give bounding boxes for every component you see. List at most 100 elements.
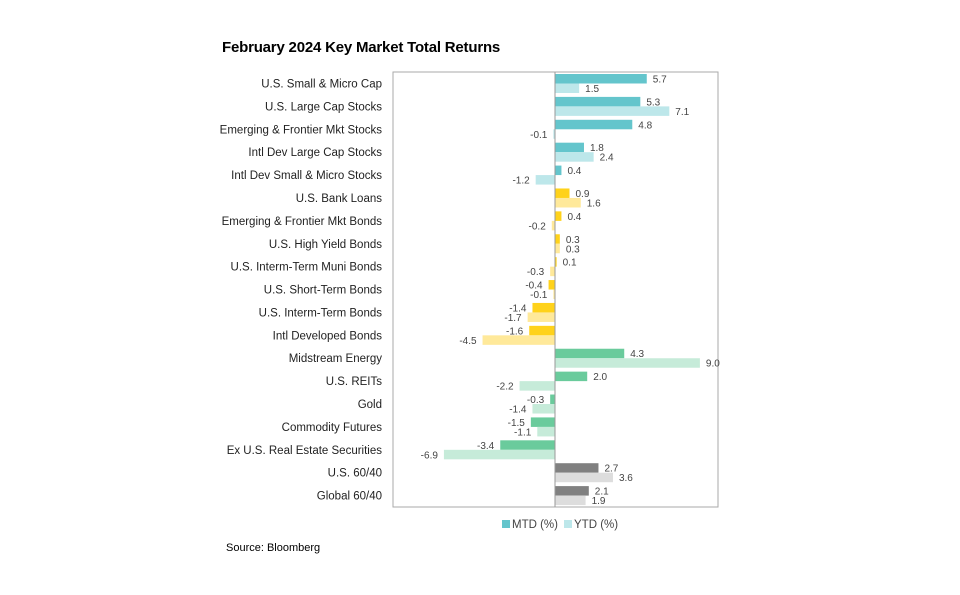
bar-mtd [555,165,562,176]
bar-mtd [529,325,555,336]
bar-mtd [548,280,555,290]
legend-label: YTD (%) [574,519,618,531]
bar-mtd [500,440,555,450]
bar-ytd [555,152,594,162]
category-label: U.S. Small & Micro Cap [261,79,382,91]
bar-mtd [530,417,555,427]
bar-ytd [519,381,555,391]
data-label: -0.3 [527,267,545,278]
category-label: Midstream Energy [289,353,383,365]
bar-mtd [555,371,588,382]
category-label: U.S. REITs [326,376,382,388]
bar-ytd [555,495,586,506]
data-label: -3.4 [477,441,495,452]
data-label: -1.6 [506,326,524,337]
category-label: U.S. Bank Loans [296,193,383,205]
bar-mtd [555,142,584,153]
data-label: 2.4 [600,153,614,164]
category-label: Intl Dev Small & Micro Stocks [231,170,382,182]
bar-mtd [555,74,647,84]
data-label: 0.4 [567,166,581,177]
data-label: -1.1 [514,427,532,438]
bar-ytd [532,404,555,414]
data-label: -0.3 [527,395,545,406]
data-label: -0.2 [529,221,547,232]
category-label: Ex U.S. Real Estate Securities [227,445,383,457]
bar-ytd [555,197,581,208]
bar-ytd [555,83,580,93]
data-label: 0.4 [567,212,581,223]
data-label: 1.5 [585,84,599,95]
data-label: -1.4 [509,405,527,416]
bar-ytd [555,106,670,116]
data-label: 0.1 [563,258,577,269]
bar-mtd [555,257,557,267]
data-label: -1.4 [509,303,527,314]
data-label: -1.7 [504,313,522,324]
data-label: -1.2 [512,176,530,187]
data-label: -4.5 [459,336,477,347]
bar-mtd [555,234,560,244]
data-label: 1.6 [587,198,601,209]
chart-title: February 2024 Key Market Total Returns [222,39,501,56]
bar-mtd [555,486,589,496]
bar-ytd [482,335,555,345]
bar-mtd [555,96,641,107]
bar-mtd [555,188,570,198]
bar-ytd [551,220,555,231]
data-label: 4.8 [638,120,652,131]
category-label: U.S. Interm-Term Muni Bonds [231,262,383,274]
data-label: 2.7 [604,464,618,475]
bar-ytd [553,289,555,300]
bar-ytd [527,312,555,322]
data-label: 2.0 [593,372,607,383]
data-label: 1.8 [590,143,604,154]
data-label: -6.9 [421,450,439,461]
category-label: U.S. 60/40 [328,468,382,480]
data-label: 2.1 [595,487,609,498]
legend-label: MTD (%) [512,519,558,531]
bar-ytd [555,472,613,483]
data-label: 5.7 [653,75,667,86]
category-label: Gold [358,399,382,411]
data-label: -1.5 [508,418,526,429]
bar-mtd [550,394,555,405]
category-label: U.S. Large Cap Stocks [265,101,382,113]
data-label: 9.0 [706,359,720,370]
category-label: Global 60/40 [317,491,382,503]
data-label: 0.3 [566,244,580,255]
bar-mtd [555,211,562,221]
data-label: -0.1 [530,290,548,301]
category-label: Intl Dev Large Cap Stocks [248,147,382,159]
legend-swatch-ytd [564,520,572,528]
data-label: 3.6 [619,473,633,484]
source-note: Source: Bloomberg [226,542,321,554]
bar-ytd [535,175,555,185]
bar-mtd [532,302,555,313]
category-label: Emerging & Frontier Mkt Stocks [220,124,383,136]
category-label: Emerging & Frontier Mkt Bonds [222,216,383,228]
bar-ytd [537,426,555,437]
data-label: 5.3 [646,97,660,108]
data-label: -0.1 [530,130,548,141]
bar-ytd [555,358,700,368]
bar-ytd [555,243,560,254]
data-label: -2.2 [496,382,514,393]
bar-mtd [555,463,599,473]
category-label: U.S. Interm-Term Bonds [259,307,383,319]
category-label: U.S. Short-Term Bonds [264,285,382,297]
category-label: Commodity Futures [282,422,383,434]
bar-ytd [553,129,555,139]
data-label: 1.9 [592,496,606,507]
bar-ytd [443,449,555,460]
data-label: 0.9 [575,189,589,200]
data-label: 4.3 [630,349,644,360]
data-label: -0.4 [525,281,543,292]
legend-swatch-mtd [502,520,510,528]
category-label: U.S. High Yield Bonds [269,239,382,251]
bar-mtd [555,119,633,130]
bar-mtd [555,348,625,359]
data-label: 7.1 [675,107,689,118]
data-label: 0.3 [566,235,580,246]
